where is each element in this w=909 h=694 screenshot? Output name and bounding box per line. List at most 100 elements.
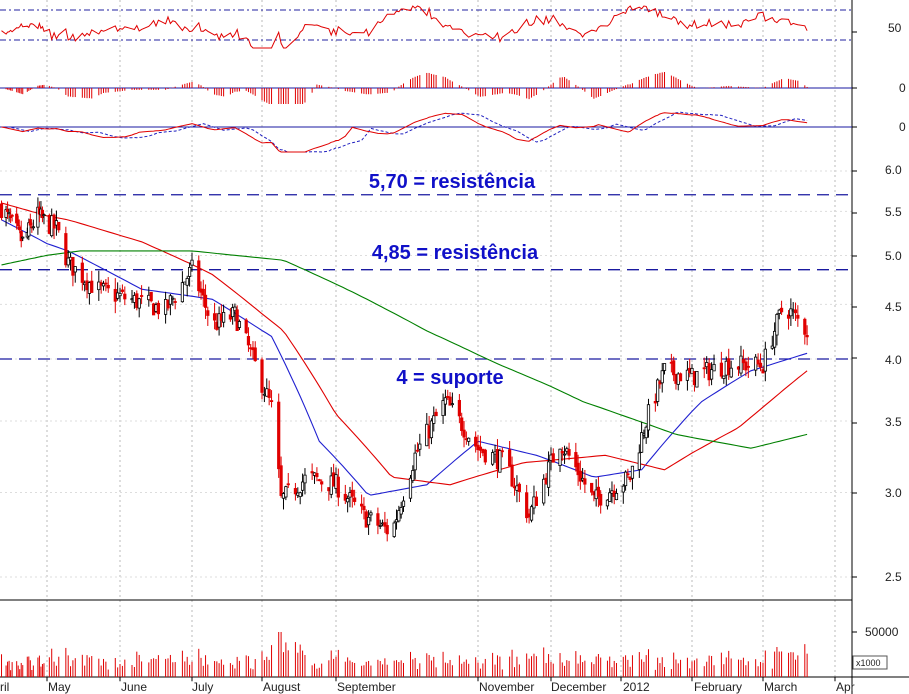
y-tick-4.0: 4.0 (885, 353, 902, 367)
candle-body (120, 289, 124, 292)
candle-body (415, 449, 420, 452)
candle-body (336, 476, 340, 498)
candle-body (727, 358, 731, 375)
candle-body (235, 309, 239, 332)
month-label-apr: Apr (836, 680, 855, 694)
candle-body (441, 400, 445, 416)
candle-body (678, 373, 683, 382)
candle-body (434, 411, 438, 417)
volume-tick-label: 50000 (865, 625, 899, 639)
candle-body (605, 499, 610, 507)
candle-body (621, 485, 625, 493)
candle-body (508, 449, 512, 467)
candle-body (399, 507, 403, 515)
volume-bars (1, 632, 808, 677)
candle-body (560, 450, 564, 454)
candle-body (562, 453, 567, 456)
candle-body (369, 512, 373, 516)
candle-body (498, 450, 502, 473)
candle-body (709, 369, 714, 380)
candle-body (803, 318, 807, 335)
candle-body (599, 493, 603, 506)
candle-body (320, 481, 324, 485)
candle-body (66, 257, 70, 266)
candle-body (534, 496, 539, 507)
candle-body (31, 226, 35, 229)
candle-body (317, 479, 321, 482)
candle-body (118, 292, 122, 297)
candle-body (793, 309, 798, 314)
candle-body (284, 486, 288, 498)
oscillator-panels (0, 5, 852, 153)
candle-body (303, 474, 307, 484)
candle-body (517, 483, 521, 492)
candle-body (187, 267, 192, 277)
candle-body (233, 306, 237, 312)
candle-body (739, 355, 743, 374)
month-label-november: November (479, 680, 534, 694)
candle-body (237, 321, 242, 328)
candle-body (260, 359, 264, 393)
candle-body (736, 366, 741, 370)
candle-body (457, 399, 461, 417)
candle-body (212, 313, 217, 321)
month-label-december: December (551, 680, 606, 694)
candle-body (483, 449, 487, 463)
month-label-july: July (192, 680, 213, 694)
candle-body (702, 367, 706, 370)
candle-body (392, 522, 396, 537)
candle-body (653, 400, 657, 404)
candle-body (222, 312, 226, 323)
candle-body (73, 266, 77, 273)
candle-body (385, 525, 389, 535)
candle-body (298, 492, 302, 498)
month-label-september: September (337, 680, 396, 694)
price-candles (0, 197, 809, 542)
candle-body (596, 486, 601, 497)
candle-body (432, 415, 436, 424)
candle-body (724, 360, 728, 376)
candle-body (246, 336, 251, 346)
candle-body (695, 370, 699, 388)
candle-body (779, 307, 784, 313)
level-lines (0, 194, 852, 360)
y-axis: 50 0 0 6.0 5.5 5.0 4.5 4.0 3.5 3.0 2.5 5… (852, 21, 906, 670)
candle-body (763, 348, 767, 372)
osc3-tick-label: 0 (899, 120, 906, 134)
candle-body (366, 516, 371, 526)
candle-body (744, 361, 748, 371)
candle-body (510, 464, 514, 487)
y-tick-5.5: 5.5 (885, 205, 902, 219)
candle-body (542, 478, 546, 504)
candle-body (104, 282, 108, 285)
candle-body (206, 310, 210, 316)
candle-body (310, 471, 314, 474)
candle-body (551, 453, 555, 463)
osc2-tick-label: 0 (899, 81, 906, 95)
candle-body (376, 513, 380, 526)
candle-body (429, 420, 434, 439)
candle-body (608, 492, 612, 502)
candle-body (408, 477, 413, 499)
candle-body (644, 426, 648, 439)
candle-body (758, 362, 763, 368)
candle-body (97, 281, 101, 291)
candle-body (203, 294, 208, 308)
candle-body (662, 363, 667, 371)
candle-body (460, 417, 464, 432)
candle-body (656, 379, 660, 402)
candle-body (300, 481, 305, 491)
candle-body (529, 506, 534, 521)
candle-body (106, 284, 110, 289)
candle-body (660, 370, 664, 384)
month-label-2012: 2012 (623, 680, 650, 694)
candle-body (567, 449, 571, 456)
candle-body (383, 522, 387, 527)
candle-body (467, 437, 471, 442)
candle-body (64, 233, 68, 266)
candle-body (197, 260, 201, 292)
osc1-tick-label: 50 (888, 21, 902, 35)
month-label-august: August (263, 680, 301, 694)
x-axis: ril May June July August September Novem… (0, 680, 855, 694)
